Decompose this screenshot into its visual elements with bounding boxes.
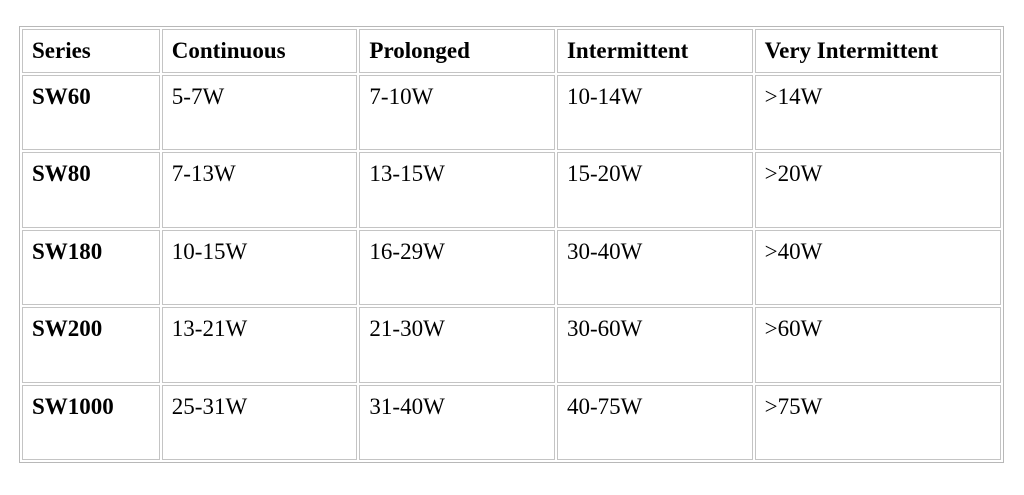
table-cell: 10-14W xyxy=(556,75,753,151)
table-cell: 15-20W xyxy=(556,152,753,228)
header-prolonged: Prolonged xyxy=(359,29,555,73)
series-cell: SW1000 xyxy=(22,384,160,460)
table-cell: 7-10W xyxy=(359,75,555,151)
table-cell: 13-15W xyxy=(359,152,555,228)
table-row: SW1000 25-31W 31-40W 40-75W >75W xyxy=(22,384,1001,460)
table-cell: 30-60W xyxy=(556,307,753,383)
table-row: SW200 13-21W 21-30W 30-60W >60W xyxy=(22,307,1001,383)
table-cell: 40-75W xyxy=(556,384,753,460)
header-continuous: Continuous xyxy=(161,29,358,73)
header-intermittent: Intermittent xyxy=(556,29,753,73)
table-cell: 25-31W xyxy=(161,384,358,460)
table-cell: >20W xyxy=(754,152,1001,228)
series-cell: SW180 xyxy=(22,229,160,306)
table-cell: 7-13W xyxy=(161,152,358,228)
table-cell: >40W xyxy=(754,229,1001,306)
header-series: Series xyxy=(22,29,160,73)
series-cell: SW80 xyxy=(22,152,160,228)
series-cell: SW200 xyxy=(22,307,160,383)
table-row: SW80 7-13W 13-15W 15-20W >20W xyxy=(22,152,1001,228)
table-cell: 13-21W xyxy=(161,307,358,383)
table-cell: 21-30W xyxy=(359,307,555,383)
table-cell: 10-15W xyxy=(161,229,358,306)
table-cell: 30-40W xyxy=(556,229,753,306)
table-cell: 31-40W xyxy=(359,384,555,460)
table-cell: 16-29W xyxy=(359,229,555,306)
table-row: SW60 5-7W 7-10W 10-14W >14W xyxy=(22,75,1001,151)
table-cell: >60W xyxy=(754,307,1001,383)
table-row: SW180 10-15W 16-29W 30-40W >40W xyxy=(22,229,1001,306)
series-cell: SW60 xyxy=(22,75,160,151)
header-row: Series Continuous Prolonged Intermittent… xyxy=(22,29,1001,73)
power-rating-table: Series Continuous Prolonged Intermittent… xyxy=(19,26,1004,463)
header-very-intermittent: Very Intermittent xyxy=(754,29,1001,73)
table-cell: >14W xyxy=(754,75,1001,151)
table-cell: >75W xyxy=(754,384,1001,460)
table-cell: 5-7W xyxy=(161,75,358,151)
